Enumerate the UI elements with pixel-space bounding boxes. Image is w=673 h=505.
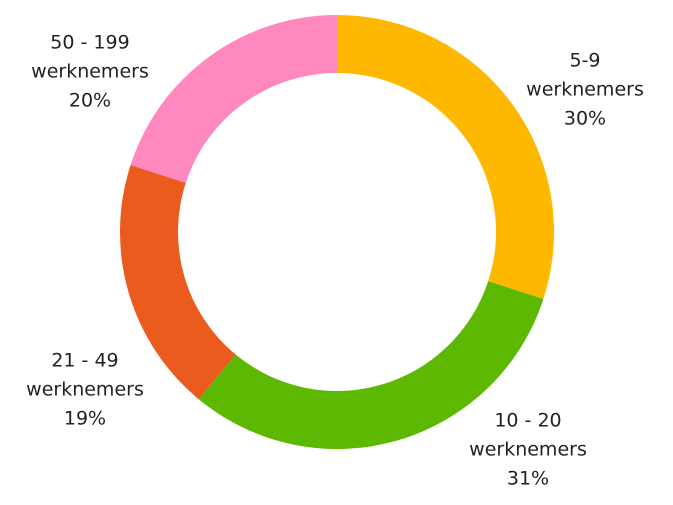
value-label: 31% — [506, 467, 550, 490]
value-label: 19% — [63, 407, 107, 430]
donut-slice — [120, 164, 236, 400]
slice-label: 5-9 werknemers 30% — [510, 47, 660, 134]
value-label: 20% — [68, 89, 112, 112]
slice-label: 50 - 199 werknemers 20% — [15, 29, 165, 116]
donut-slice — [198, 281, 544, 450]
value-label: 30% — [563, 107, 607, 130]
slice-label: 21 - 49 werknemers 19% — [10, 347, 160, 434]
category-label: 10 - 20 werknemers — [469, 409, 587, 461]
slice-label: 10 - 20 werknemers 31% — [453, 407, 603, 494]
category-label: 21 - 49 werknemers — [26, 349, 144, 401]
category-label: 50 - 199 werknemers — [31, 31, 149, 83]
donut-slice — [130, 15, 337, 183]
category-label: 5-9 werknemers — [526, 49, 644, 101]
donut-slice — [337, 15, 554, 300]
